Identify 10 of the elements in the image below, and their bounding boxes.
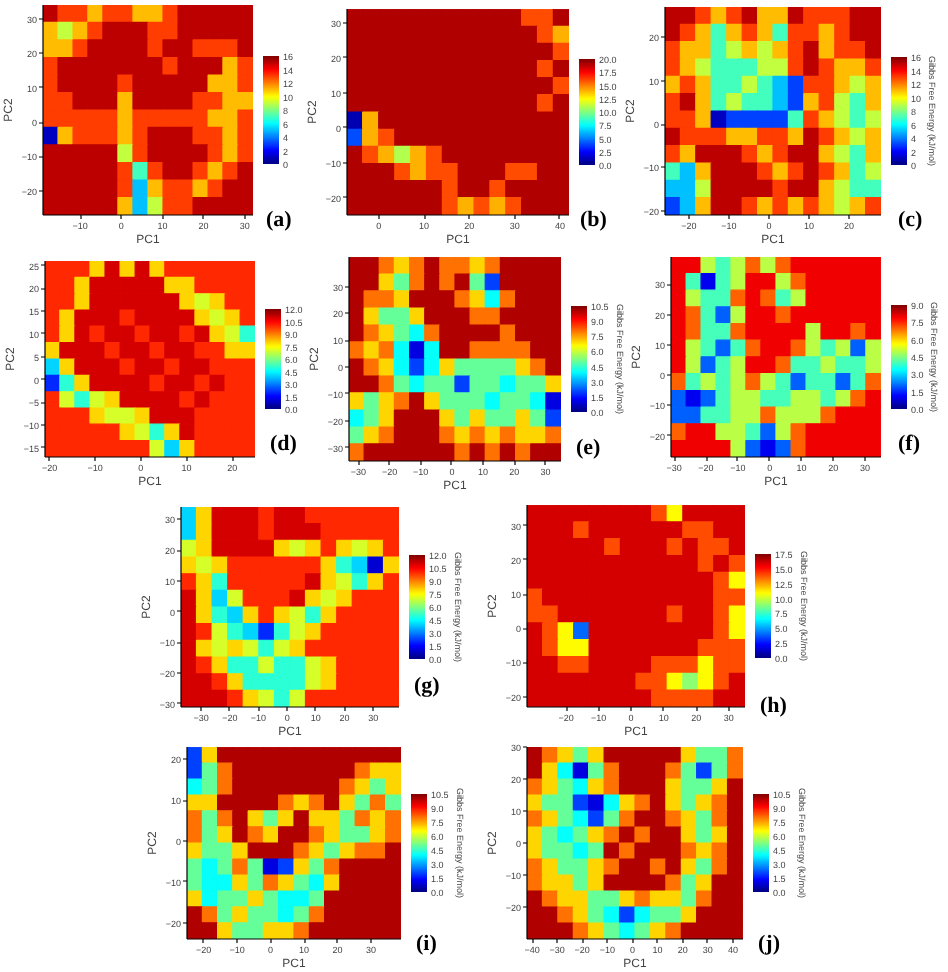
text: (h)	[760, 694, 787, 718]
text: (j)	[758, 932, 780, 956]
text: (g)	[414, 674, 440, 698]
text: (e)	[576, 436, 601, 460]
text: (f)	[898, 432, 920, 456]
text: (i)	[416, 932, 437, 956]
text: (b)	[580, 208, 607, 232]
text: (a)	[266, 208, 292, 232]
text: (d)	[270, 432, 297, 456]
text: (c)	[898, 208, 923, 232]
